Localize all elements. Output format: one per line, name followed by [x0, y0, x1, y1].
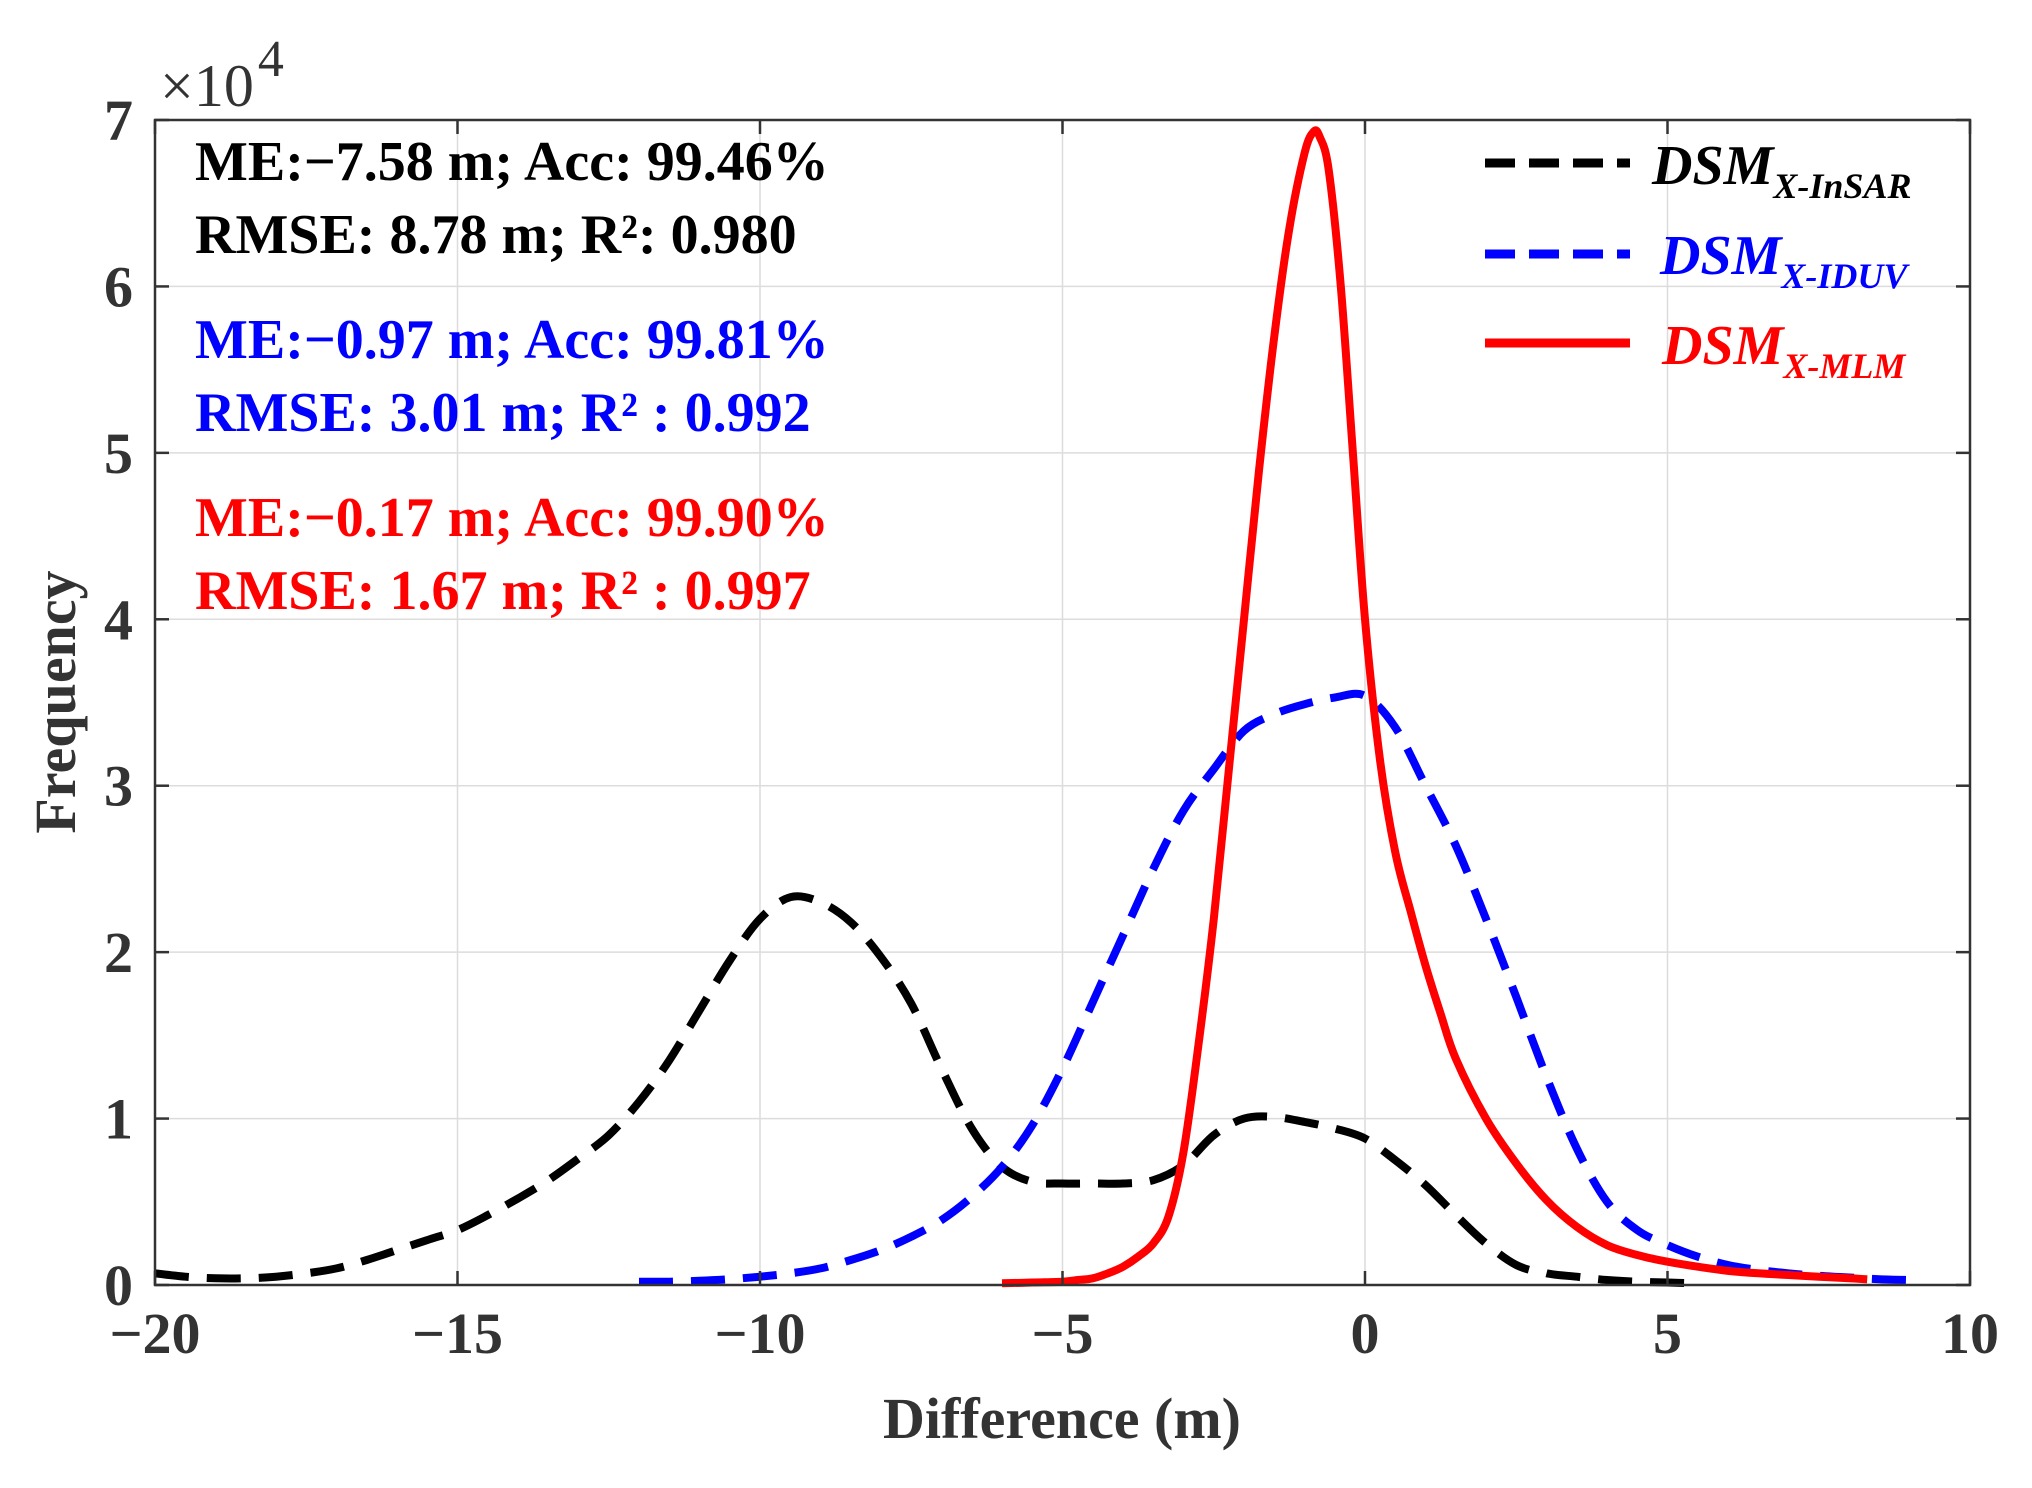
legend-sub-mlm: X-MLM	[1782, 346, 1907, 386]
series-line-mlm	[1001, 126, 1868, 1288]
series-line-insar	[154, 892, 1698, 1288]
stats-iduv-line1: ME:−0.97 m; Acc: 99.81%	[195, 309, 829, 371]
stats-insar: ME:−7.58 m; Acc: 99.46% RMSE: 8.78 m; R²…	[195, 131, 829, 266]
legend-entry-iduv: DSMX-IDUV	[1485, 225, 1910, 296]
legend-label-insar: DSMX-InSAR	[1651, 135, 1911, 206]
y-tick-label: 5	[104, 421, 133, 486]
stats-iduv-line2: RMSE: 3.01 m; R² : 0.992	[195, 382, 811, 444]
series-line-iduv	[638, 689, 1910, 1286]
y-multiplier-exponent: 4	[258, 31, 284, 88]
y-tick-label: 7	[104, 88, 133, 153]
axis-ticks: −20 −15 −10 −5 0 5 10 0 1 2 3 4 5 6 7	[104, 88, 1999, 1366]
legend-main-insar: DSM	[1651, 135, 1776, 197]
legend-main-iduv: DSM	[1659, 225, 1784, 287]
y-multiplier-base: ×10	[160, 53, 254, 119]
legend-sub-iduv: X-IDUV	[1780, 256, 1910, 296]
x-tick-label: −15	[412, 1301, 503, 1366]
y-axis-label: Frequency	[23, 570, 88, 833]
x-tick-label: −5	[1031, 1301, 1093, 1366]
legend-entry-insar: DSMX-InSAR	[1485, 135, 1911, 206]
x-axis-label: Difference (m)	[883, 1386, 1241, 1451]
y-tick-label: 3	[104, 754, 133, 819]
x-tick-label: 0	[1351, 1301, 1380, 1366]
legend-label-iduv: DSMX-IDUV	[1659, 225, 1910, 296]
legend: DSMX-InSAR DSMX-IDUV DSMX-MLM	[1485, 135, 1911, 386]
stats-insar-line2: RMSE: 8.78 m; R²: 0.980	[195, 204, 797, 266]
x-tick-label: 5	[1653, 1301, 1682, 1366]
series-layer	[154, 126, 1910, 1288]
legend-entry-mlm: DSMX-MLM	[1485, 315, 1907, 386]
legend-label-mlm: DSMX-MLM	[1661, 315, 1907, 386]
stats-insar-line1: ME:−7.58 m; Acc: 99.46%	[195, 131, 829, 193]
x-tick-label: −10	[714, 1301, 805, 1366]
y-tick-label: 6	[104, 254, 133, 319]
stats-iduv: ME:−0.97 m; Acc: 99.81% RMSE: 3.01 m; R²…	[195, 309, 829, 444]
y-tick-label: 2	[104, 920, 133, 985]
y-tick-label: 0	[104, 1253, 133, 1318]
y-tick-label: 1	[104, 1087, 133, 1152]
legend-sub-insar: X-InSAR	[1772, 166, 1911, 206]
x-tick-label: 10	[1941, 1301, 1999, 1366]
y-multiplier: ×104	[160, 31, 284, 119]
y-tick-label: 4	[104, 587, 133, 652]
stats-mlm-line2: RMSE: 1.67 m; R² : 0.997	[195, 560, 811, 622]
x-tick-label: −20	[109, 1301, 200, 1366]
stats-mlm-line1: ME:−0.17 m; Acc: 99.90%	[195, 487, 829, 549]
grid-lines	[155, 120, 1970, 1285]
legend-main-mlm: DSM	[1661, 315, 1786, 377]
stats-mlm: ME:−0.17 m; Acc: 99.90% RMSE: 1.67 m; R²…	[195, 487, 829, 622]
